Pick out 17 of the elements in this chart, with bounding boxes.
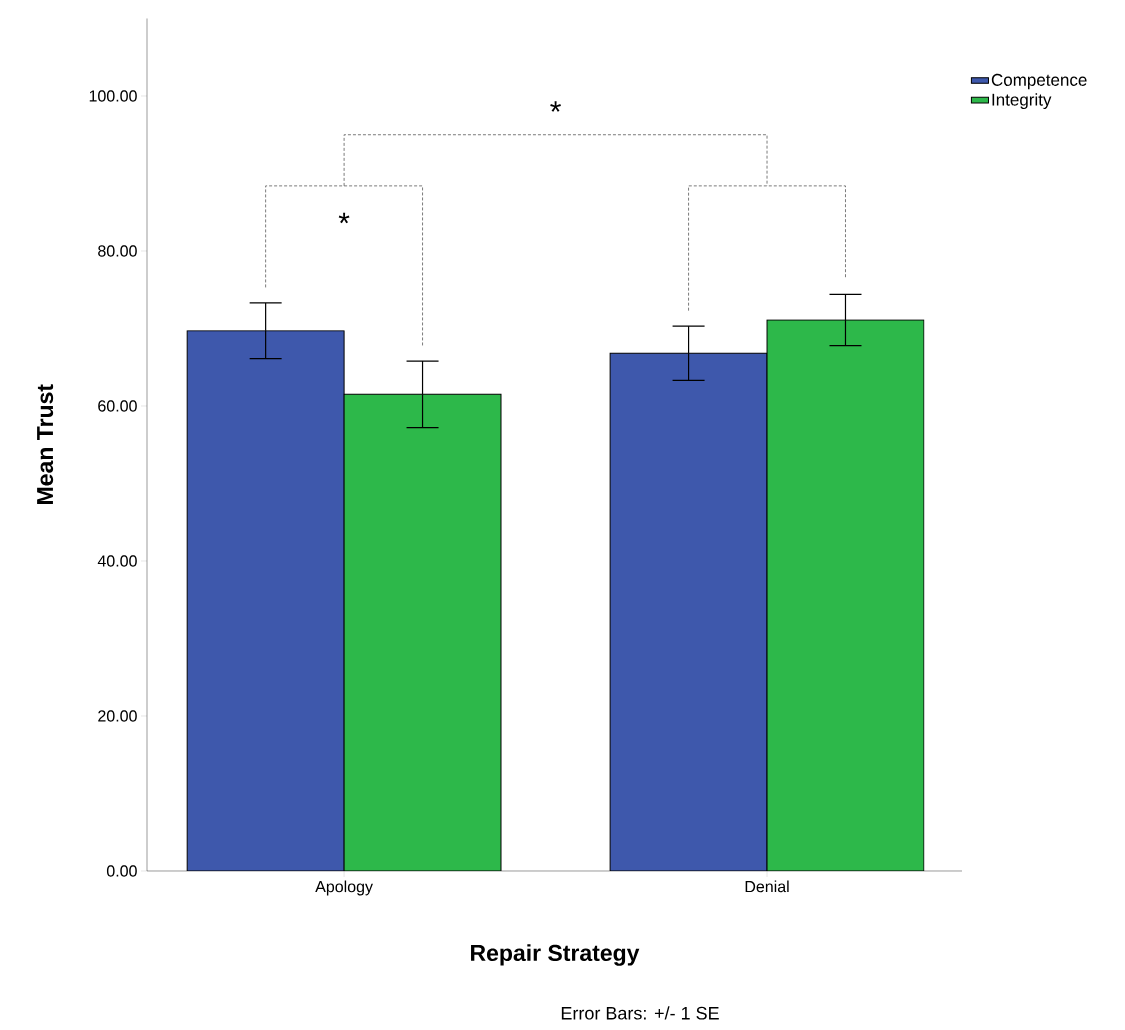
annotation: * <box>550 101 561 112</box>
legend-label: Integrity <box>992 93 1052 110</box>
text: Error Bars: +/- 1 SE <box>561 1006 719 1020</box>
x-tick-label: Denial <box>745 880 789 893</box>
annotation: * <box>338 212 350 224</box>
bar <box>186 330 345 871</box>
y-tick-label: 20.00 <box>98 710 137 722</box>
y-tick-label: 80.00 <box>98 245 137 257</box>
y-axis-title: Mean Trust <box>37 384 54 504</box>
y-tick-label: 40.00 <box>97 555 137 567</box>
bar <box>609 352 768 871</box>
y-tick-label: 60.00 <box>98 400 137 412</box>
x-tick-label: Apology <box>315 880 373 896</box>
x-axis-title: Repair Strategy <box>471 944 640 966</box>
legend-label: Competence <box>991 73 1087 90</box>
y-tick-label: 0.00 <box>106 865 137 877</box>
y-tick-label: 100.00 <box>89 90 137 102</box>
